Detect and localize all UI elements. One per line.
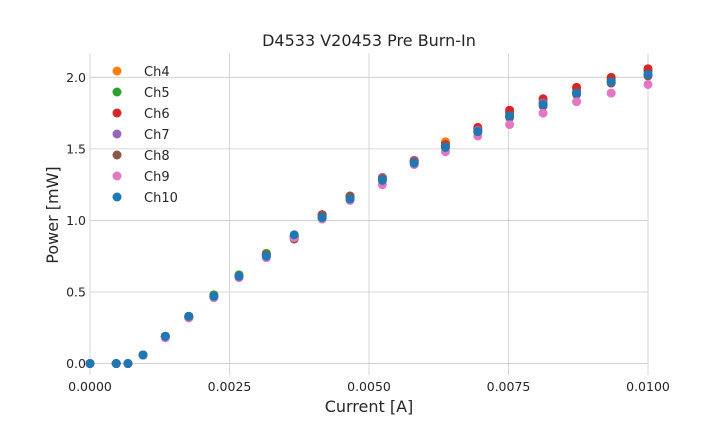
legend-label-ch9: Ch9	[144, 170, 170, 185]
data-point-ch10	[261, 251, 271, 261]
data-point-ch10	[209, 291, 219, 301]
x-tick-label: 0.0000	[68, 379, 112, 394]
data-point-ch10	[473, 127, 483, 137]
y-tick-label: 0.0	[66, 356, 86, 371]
x-tick-label: 0.0075	[487, 379, 531, 394]
legend-marker-ch8	[112, 150, 122, 160]
data-point-ch10	[184, 311, 194, 321]
chart-title: D4533 V20453 Pre Burn-In	[262, 31, 476, 50]
y-tick-label: 1.5	[66, 141, 86, 156]
legend-label-ch10: Ch10	[144, 191, 178, 206]
y-tick-label: 2.0	[66, 70, 86, 85]
data-point-ch10	[440, 142, 450, 152]
data-point-ch10	[317, 213, 327, 223]
data-point-ch10	[572, 88, 582, 98]
data-point-ch10	[289, 230, 299, 240]
y-tick-label: 0.5	[66, 284, 86, 299]
grid-lines	[89, 53, 649, 375]
data-point-ch10	[85, 359, 95, 369]
x-tick-label: 0.0025	[208, 379, 252, 394]
legend-label-ch6: Ch6	[144, 107, 170, 122]
legend: Ch4 Ch5 Ch6 Ch7 Ch8 Ch9 Ch10	[112, 65, 178, 206]
data-point-ch10	[160, 331, 170, 341]
data-point-ch9	[538, 108, 548, 118]
data-point-ch9	[606, 88, 616, 98]
data-point-ch10	[234, 271, 244, 281]
legend-marker-ch10	[112, 192, 122, 202]
legend-label-ch8: Ch8	[144, 149, 170, 164]
x-tick-label: 0.0100	[626, 379, 670, 394]
data-point-ch10	[377, 175, 387, 185]
legend-marker-ch6	[112, 108, 122, 118]
data-point-ch9	[572, 97, 582, 107]
data-point-ch10	[606, 77, 616, 87]
legend-marker-ch5	[112, 87, 122, 97]
x-tick-label: 0.0050	[347, 379, 391, 394]
legend-marker-ch7	[112, 129, 122, 139]
data-point-ch10	[345, 194, 355, 204]
y-tick-label: 1.0	[66, 213, 86, 228]
y-axis-label: Power [mW]	[43, 166, 62, 263]
axes: 0.0000 0.0025 0.0050 0.0075 0.0100 0.0 0.5 1.0 1…	[66, 70, 670, 394]
data-point-ch10	[409, 158, 419, 168]
data-point-ch10	[643, 69, 653, 79]
data-point-ch10	[138, 350, 148, 360]
data-point-ch9	[643, 79, 653, 89]
data-points	[85, 64, 653, 369]
legend-marker-ch4	[112, 66, 122, 76]
legend-marker-ch9	[112, 171, 122, 181]
data-point-ch10	[505, 111, 515, 121]
legend-label-ch4: Ch4	[144, 65, 170, 80]
data-point-ch9	[505, 120, 515, 130]
data-point-ch10	[123, 359, 133, 369]
legend-label-ch5: Ch5	[144, 86, 170, 101]
data-point-ch10	[111, 359, 121, 369]
data-point-ch10	[538, 100, 548, 110]
x-axis-label: Current [A]	[325, 397, 414, 416]
legend-label-ch7: Ch7	[144, 128, 170, 143]
